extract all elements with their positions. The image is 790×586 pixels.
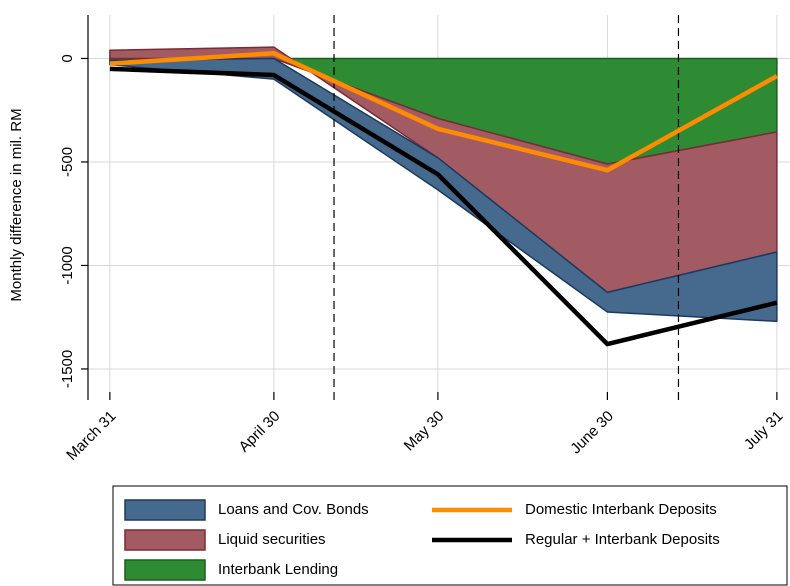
x-tick-label: May 30 [401, 408, 448, 455]
line [109, 51, 778, 173]
y-tick-label: 0 [59, 54, 76, 62]
legend-label: Regular + Interbank Deposits [525, 531, 720, 548]
x-tick-label: June 30 [567, 408, 617, 458]
legend-label: Interbank Lending [218, 561, 338, 578]
legend-swatch [124, 559, 206, 581]
line [109, 66, 778, 347]
x-tick-label: July 31 [741, 408, 787, 454]
legend-box [112, 485, 788, 586]
y-axis-label: Monthly difference in mil. RM [8, 108, 25, 301]
legend-label: Domestic Interbank Deposits [525, 501, 717, 518]
legend-label: Liquid securities [218, 531, 326, 548]
area [109, 57, 778, 323]
y-tick-label: -500 [59, 147, 76, 177]
y-tick-label: -1500 [59, 350, 76, 388]
legend-swatch [124, 529, 206, 551]
y-tick-label: -1000 [59, 246, 76, 284]
legend-label: Loans and Cov. Bonds [218, 501, 369, 518]
legend-swatch [124, 499, 206, 521]
x-tick-label: March 31 [63, 408, 119, 464]
x-tick-label: April 30 [236, 408, 284, 456]
